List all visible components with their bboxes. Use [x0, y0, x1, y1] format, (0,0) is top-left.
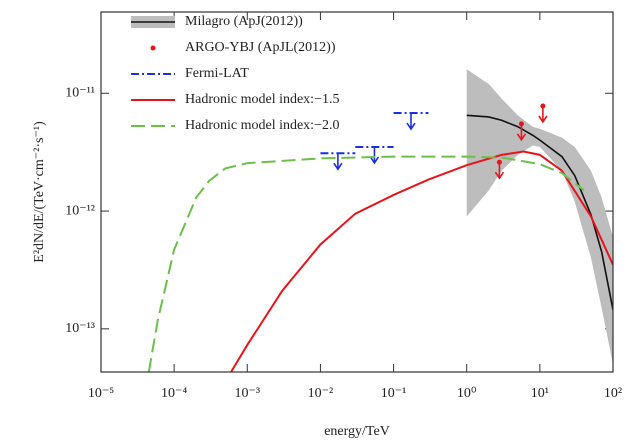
x-tick-label: 10⁻²: [308, 386, 334, 401]
upper-limit-arrow: [494, 162, 505, 180]
legend-label: Hadronic model index:−1.5: [185, 92, 339, 107]
y-axis-label: E²dN/dE/(TeV·cm⁻²·s⁻¹): [32, 121, 47, 263]
line: [230, 150, 613, 372]
x-axis-label: energy/TeV: [324, 424, 390, 439]
plot-frame: [100, 11, 614, 373]
y-tick-label: 10⁻¹¹: [65, 86, 95, 101]
upper-limit-arrow: [516, 123, 527, 142]
line: [147, 155, 585, 372]
upper-limit-arrow: [333, 153, 343, 171]
upper-limit-arrow: [538, 105, 548, 124]
x-tick-label: 10⁻⁵: [88, 386, 114, 401]
x-tick-label: 10⁻³: [234, 386, 260, 401]
legend-swatch: [150, 45, 156, 51]
x-tick-label: 10²: [604, 386, 622, 401]
upper-limit-arrow: [369, 146, 380, 165]
x-tick-label: 10¹: [531, 386, 549, 401]
legend-label: ARGO-YBJ (ApJL(2012)): [185, 40, 336, 55]
legend-label: Fermi-LAT: [185, 66, 249, 81]
x-tick-label: 10⁻¹: [381, 386, 407, 401]
line: [466, 114, 613, 310]
band: [466, 69, 613, 365]
y-tick-label: 10⁻¹²: [65, 203, 95, 218]
x-tick-label: 10⁻⁴: [161, 386, 187, 401]
legend-label: Milagro (ApJ(2012)): [185, 14, 303, 29]
legend-label: Hadronic model index:−2.0: [185, 118, 339, 133]
x-tick-label: 10⁰: [457, 386, 477, 401]
y-tick-label: 10⁻¹³: [65, 321, 95, 336]
plot-area: [147, 69, 613, 372]
upper-limit-arrow: [406, 113, 416, 131]
